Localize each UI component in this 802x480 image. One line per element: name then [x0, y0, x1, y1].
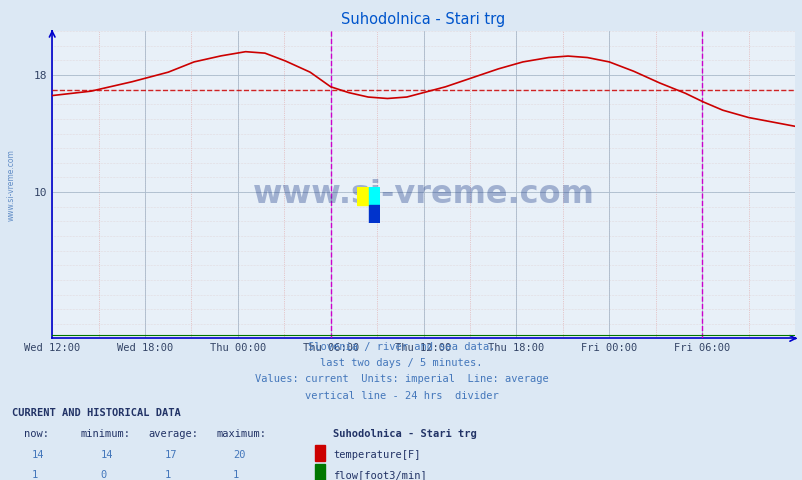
Text: 14: 14 — [100, 450, 113, 460]
Text: flow[foot3/min]: flow[foot3/min] — [333, 470, 427, 480]
Text: vertical line - 24 hrs  divider: vertical line - 24 hrs divider — [304, 391, 498, 401]
Text: Slovenia / river and sea data.: Slovenia / river and sea data. — [307, 342, 495, 352]
Text: Values: current  Units: imperial  Line: average: Values: current Units: imperial Line: av… — [254, 374, 548, 384]
Text: now:: now: — [24, 430, 49, 439]
Text: www.si-vreme.com: www.si-vreme.com — [253, 179, 593, 209]
Text: 17: 17 — [164, 450, 177, 460]
Text: CURRENT AND HISTORICAL DATA: CURRENT AND HISTORICAL DATA — [12, 408, 180, 418]
Text: last two days / 5 minutes.: last two days / 5 minutes. — [320, 358, 482, 368]
Text: minimum:: minimum: — [80, 430, 130, 439]
Text: 14: 14 — [32, 450, 45, 460]
Text: average:: average: — [148, 430, 198, 439]
Text: Suhodolnica - Stari trg: Suhodolnica - Stari trg — [333, 430, 476, 439]
Text: 1: 1 — [164, 470, 171, 480]
Bar — [368, 187, 379, 205]
Bar — [357, 187, 368, 205]
Text: 20: 20 — [233, 450, 245, 460]
Text: maximum:: maximum: — [217, 430, 266, 439]
Text: 1: 1 — [233, 470, 239, 480]
Text: temperature[F]: temperature[F] — [333, 450, 420, 460]
Title: Suhodolnica - Stari trg: Suhodolnica - Stari trg — [341, 12, 505, 27]
Bar — [314, 445, 325, 461]
Bar — [314, 464, 325, 480]
Bar — [368, 205, 379, 223]
Text: 1: 1 — [32, 470, 38, 480]
Text: www.si-vreme.com: www.si-vreme.com — [7, 149, 16, 221]
Text: 0: 0 — [100, 470, 107, 480]
